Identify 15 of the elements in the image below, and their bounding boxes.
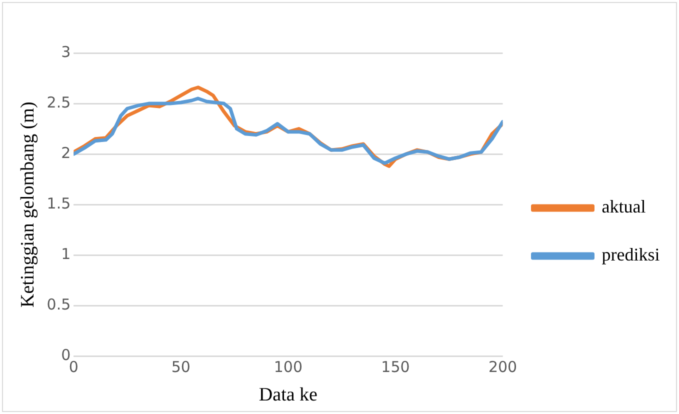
y-tick-label: 3	[61, 42, 71, 61]
y-tick-label: 0	[61, 346, 71, 364]
y-axis-title: Ketinggian gelombang (m)	[17, 102, 38, 308]
y-tick-label: 1.5	[46, 194, 71, 212]
y-tick-label: 2	[61, 144, 71, 162]
x-axis-title: Data ke	[258, 384, 318, 406]
x-tick-label: 150	[381, 358, 410, 376]
x-tick-label: 100	[274, 358, 303, 376]
y-tick-label: 2.5	[46, 93, 71, 112]
y-tick-label: 0.5	[46, 296, 71, 314]
y-tick-label: 1	[61, 245, 71, 264]
legend-label: prediksi	[602, 244, 660, 265]
legend-label: aktual	[602, 196, 646, 217]
x-tick-label: 200	[488, 358, 518, 376]
x-tick-label: 50	[171, 358, 190, 376]
